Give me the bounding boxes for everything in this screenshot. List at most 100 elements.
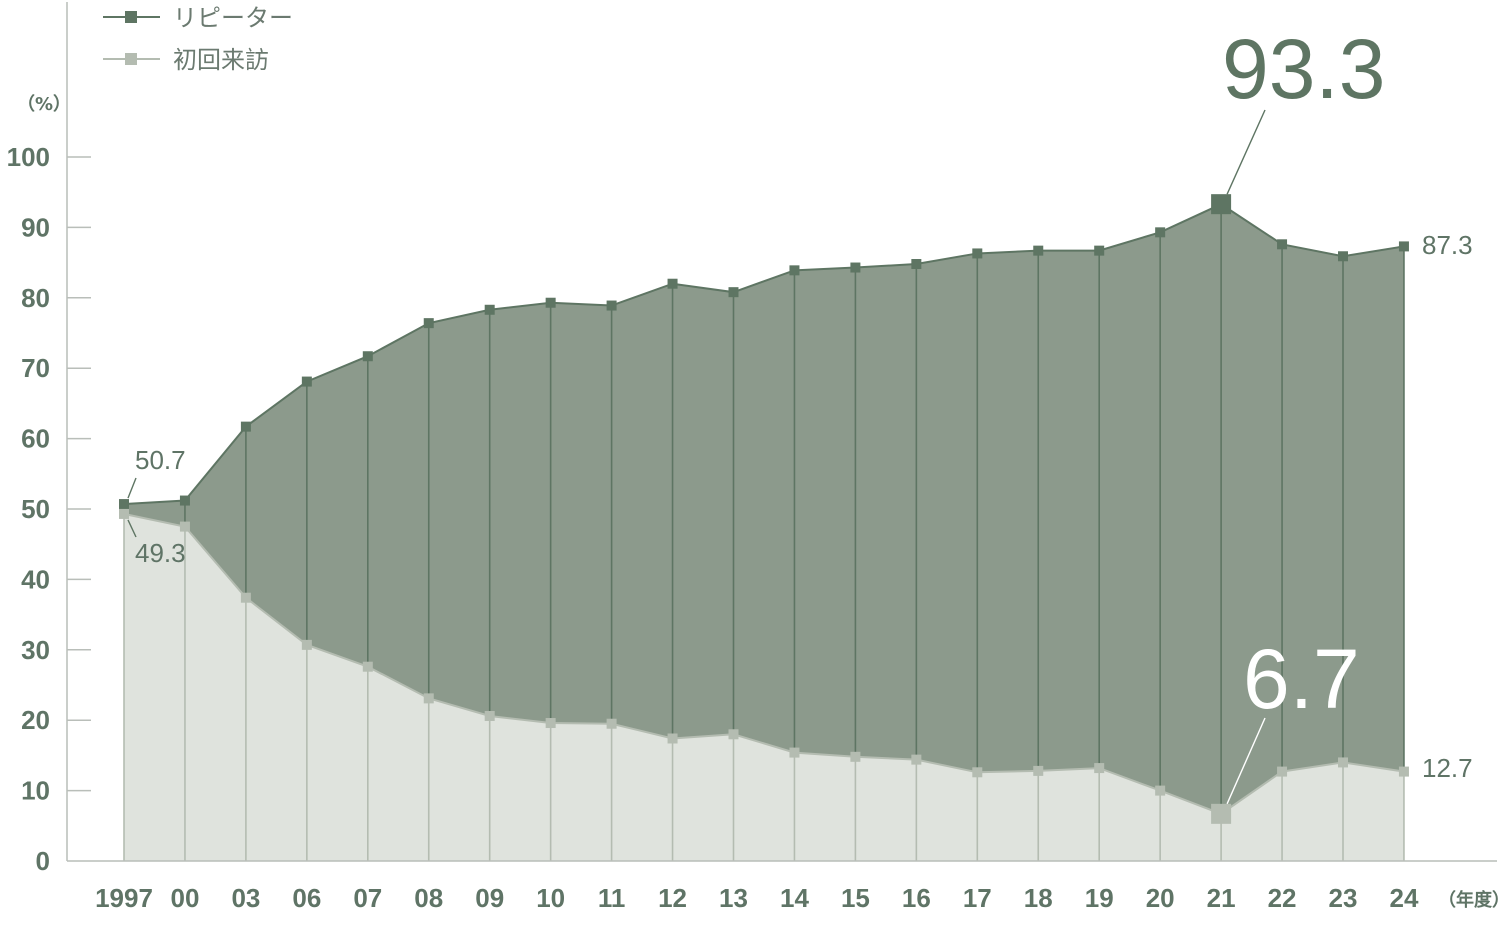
x-axis-ticks: 1997 00 03 06 07 08 09 10 11 12 13 14 15 16 17 18 19 20 21… bbox=[95, 883, 1419, 913]
new-line bbox=[123, 512, 1405, 815]
repeat-point-11 bbox=[606, 300, 617, 311]
x-tick-label-12: 12 bbox=[658, 883, 687, 913]
repeat-point-15 bbox=[850, 262, 861, 273]
y-tick-label-70: 70 bbox=[21, 353, 50, 383]
new-point-09 bbox=[484, 710, 495, 721]
x-tick-label-10: 10 bbox=[536, 883, 565, 913]
x-tick-label-24: 24 bbox=[1389, 883, 1418, 913]
x-tick-label-17: 17 bbox=[963, 883, 992, 913]
x-tick-label-07: 07 bbox=[353, 883, 382, 913]
repeat-point-1997 bbox=[119, 499, 129, 510]
legend-repeat-marker bbox=[125, 11, 137, 23]
repeat-point-21 bbox=[1211, 194, 1232, 215]
new-point-15 bbox=[850, 751, 861, 762]
repeat-area bbox=[124, 204, 1404, 814]
new-point-19 bbox=[1094, 763, 1105, 774]
new-point-03 bbox=[240, 592, 251, 603]
repeat-point-00 bbox=[179, 495, 190, 506]
x-tick-label-16: 16 bbox=[902, 883, 931, 913]
y-tick-label-60: 60 bbox=[21, 424, 50, 454]
x-tick-label-09: 09 bbox=[475, 883, 504, 913]
x-tick-label-23: 23 bbox=[1329, 883, 1358, 913]
y-tick-label-40: 40 bbox=[21, 564, 50, 594]
callouts bbox=[127, 109, 1266, 805]
x-tick-label-00: 00 bbox=[170, 883, 199, 913]
y-tick-label-100: 100 bbox=[7, 142, 50, 172]
leader-low-new bbox=[1226, 717, 1266, 805]
x-tick-label-19: 19 bbox=[1085, 883, 1114, 913]
new-point-1997 bbox=[119, 508, 129, 519]
label-peak-repeat: 93.3 bbox=[1222, 22, 1386, 116]
x-tick-label-20: 20 bbox=[1146, 883, 1175, 913]
repeat-point-03 bbox=[240, 421, 251, 432]
repeat-point-09 bbox=[484, 304, 495, 315]
repeat-point-13 bbox=[728, 287, 739, 298]
leader-first-repeat bbox=[127, 477, 137, 499]
x-tick-label-1997: 1997 bbox=[95, 883, 153, 913]
x-tick-label-22: 22 bbox=[1268, 883, 1297, 913]
repeat-point-20 bbox=[1155, 227, 1166, 238]
y-axis-unit: （%） bbox=[17, 94, 71, 115]
new-point-20 bbox=[1155, 785, 1166, 796]
x-tick-label-21: 21 bbox=[1207, 883, 1236, 913]
legend: リピーター 初回来訪 bbox=[103, 4, 293, 74]
repeat-point-06 bbox=[301, 376, 312, 387]
new-point-23 bbox=[1338, 757, 1348, 768]
label-first-repeat: 50.7 bbox=[135, 445, 186, 475]
x-axis-unit: （年度） bbox=[1438, 889, 1500, 911]
legend-new-label: 初回来訪 bbox=[173, 46, 269, 74]
legend-new-marker bbox=[125, 53, 137, 65]
repeat-line bbox=[123, 203, 1405, 506]
new-area bbox=[124, 513, 1404, 861]
y-tick-label-30: 30 bbox=[21, 635, 50, 665]
y-tick-label-20: 20 bbox=[21, 705, 50, 735]
x-tick-label-18: 18 bbox=[1024, 883, 1053, 913]
new-point-18 bbox=[1033, 765, 1044, 776]
repeat-point-14 bbox=[789, 265, 800, 276]
repeat-point-10 bbox=[545, 297, 556, 308]
new-point-21 bbox=[1211, 803, 1232, 824]
data-labels: 50.7 49.3 93.3 6.7 87.3 12.7 bbox=[135, 22, 1473, 783]
new-point-00 bbox=[179, 521, 190, 532]
new-point-12 bbox=[667, 733, 678, 744]
label-first-new: 49.3 bbox=[135, 538, 186, 568]
x-tick-label-11: 11 bbox=[598, 883, 626, 913]
leader-peak-repeat bbox=[1226, 109, 1266, 195]
y-tick-label-0: 0 bbox=[36, 846, 50, 876]
y-axis-ticks: 0 10 20 30 40 50 60 70 80 90 100 bbox=[7, 142, 91, 876]
repeat-point-12 bbox=[667, 278, 678, 289]
new-point-13 bbox=[728, 729, 739, 740]
repeat-point-17 bbox=[972, 248, 983, 259]
x-tick-label-03: 03 bbox=[231, 883, 260, 913]
label-low-new: 6.7 bbox=[1243, 632, 1360, 726]
new-point-10 bbox=[545, 718, 556, 729]
new-point-07 bbox=[362, 661, 373, 672]
series-lines bbox=[123, 203, 1405, 815]
x-tick-label-06: 06 bbox=[292, 883, 321, 913]
repeat-point-07 bbox=[362, 351, 373, 362]
new-point-17 bbox=[972, 767, 983, 778]
axes bbox=[66, 2, 1497, 862]
series-markers bbox=[119, 194, 1409, 824]
new-point-06 bbox=[301, 639, 312, 650]
x-tick-label-15: 15 bbox=[841, 883, 870, 913]
y-tick-label-90: 90 bbox=[21, 212, 50, 242]
x-tick-label-08: 08 bbox=[414, 883, 443, 913]
repeat-point-08 bbox=[423, 318, 434, 329]
legend-repeat-label: リピーター bbox=[173, 4, 293, 32]
new-point-14 bbox=[789, 747, 800, 758]
x-tick-label-14: 14 bbox=[780, 883, 809, 913]
y-tick-label-80: 80 bbox=[21, 283, 50, 313]
y-tick-label-10: 10 bbox=[21, 776, 50, 806]
repeat-point-22 bbox=[1277, 239, 1288, 250]
label-last-new: 12.7 bbox=[1422, 753, 1473, 783]
new-point-11 bbox=[606, 718, 617, 729]
x-tick-label-13: 13 bbox=[719, 883, 748, 913]
repeat-point-24 bbox=[1398, 241, 1409, 252]
label-last-repeat: 87.3 bbox=[1422, 230, 1473, 260]
repeat-point-23 bbox=[1338, 251, 1348, 262]
new-point-16 bbox=[911, 754, 922, 765]
area-layer bbox=[124, 204, 1404, 861]
new-point-08 bbox=[423, 693, 434, 704]
